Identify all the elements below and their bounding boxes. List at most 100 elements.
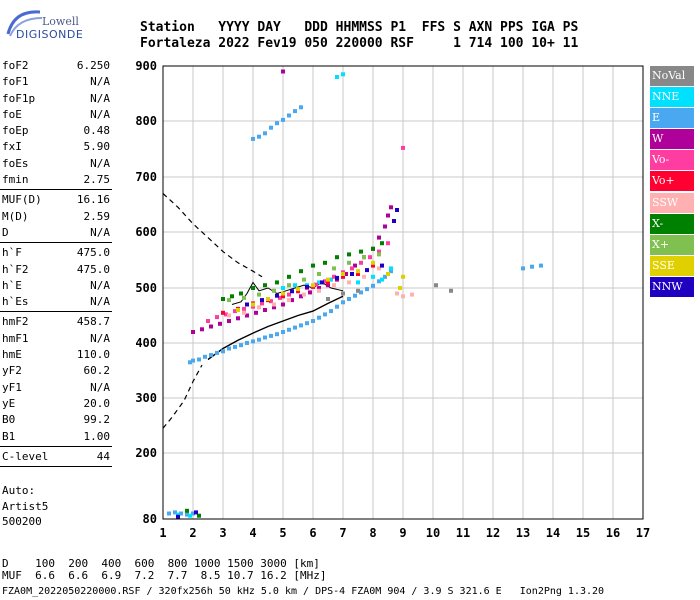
param-value: 20.0: [83, 396, 111, 410]
param-label: foF1p: [2, 91, 36, 105]
echo-point: [206, 319, 210, 323]
echo-point: [278, 295, 282, 300]
echo-point: [260, 301, 264, 306]
echo-point: [323, 279, 327, 284]
param-value: 1.00: [83, 429, 111, 443]
echo-point: [281, 302, 285, 307]
param-value: N/A: [90, 107, 110, 121]
echo-point: [185, 512, 189, 517]
echo-point: [326, 297, 330, 301]
y-tick-label: 800: [135, 114, 157, 128]
param-value: 44: [96, 449, 110, 463]
param-row-hf: h`F 475.0: [0, 245, 112, 261]
auto-program: Artist5: [2, 499, 49, 513]
param-row-md: M(D) 2.59: [0, 209, 112, 225]
echo-point: [245, 302, 249, 307]
echo-point: [365, 287, 369, 292]
echo-point: [335, 304, 339, 309]
echo-point: [380, 277, 384, 282]
param-label: foE: [2, 107, 22, 121]
echo-point: [389, 266, 393, 271]
muf-row: MUF 6.6 6.6 6.9 7.2 7.7 8.5 10.7 16.2 [M…: [2, 569, 327, 582]
echo-point: [347, 260, 351, 265]
param-label: B0: [2, 413, 16, 427]
dashed-upper-curve: [162, 193, 263, 278]
logo-text-digisonde: DIGISONDE: [16, 28, 84, 41]
echo-point: [269, 299, 273, 304]
param-row-foe: foE N/A: [0, 107, 112, 123]
y-tick-label: 200: [135, 446, 157, 460]
echo-point: [191, 511, 195, 516]
x-tick-label: 7: [339, 526, 346, 540]
echo-point: [350, 266, 354, 271]
echo-point: [326, 283, 330, 288]
echo-point: [350, 272, 354, 276]
param-label: yF1: [2, 380, 22, 394]
logo-swoosh-icon: [6, 10, 43, 37]
echo-point: [383, 274, 387, 279]
legend-item-nnw: NNW: [650, 276, 694, 297]
echo-point: [236, 316, 240, 321]
echo-point: [230, 294, 234, 299]
y-tick-label: 80: [143, 512, 157, 526]
echo-point: [434, 283, 438, 288]
echo-point: [305, 321, 309, 326]
param-row-fof1: foF1 N/A: [0, 74, 112, 90]
echo-point: [371, 283, 375, 288]
echo-point: [263, 131, 267, 136]
echo-point: [449, 288, 453, 293]
echo-point: [287, 298, 291, 303]
echo-point: [251, 286, 255, 290]
echo-point: [242, 306, 246, 311]
echo-point: [317, 315, 321, 320]
echo-point: [317, 280, 321, 285]
echo-point: [287, 274, 291, 279]
echo-points: [167, 69, 543, 519]
echo-point: [341, 291, 345, 296]
echo-point: [293, 325, 297, 330]
echo-point: [197, 513, 201, 518]
echo-point: [203, 354, 207, 359]
echo-point: [380, 263, 384, 268]
echo-point: [224, 312, 228, 317]
echo-point: [281, 117, 285, 122]
param-row-fxi: fxI 5.90: [0, 139, 112, 155]
distance-row: D 100 200 400 600 800 1000 1500 3000 [km…: [2, 557, 320, 570]
param-row-he: h`E N/A: [0, 278, 112, 294]
lowell-digisonde-logo: Lowell DIGISONDE: [4, 4, 104, 44]
x-tick-label: 17: [636, 526, 650, 540]
param-value: 110.0: [76, 348, 110, 362]
echo-point: [377, 279, 381, 284]
logo-text-lowell: Lowell: [42, 15, 79, 28]
legend-item-sse: SSE: [650, 255, 694, 276]
echo-point: [296, 287, 300, 292]
x-tick-label: 9: [399, 526, 406, 540]
param-row-fof2: foF2 6.250: [0, 58, 112, 74]
polarization-legend: NoVal NNE E W Vo- Vo+ SSW X- X+ SSE NNW: [650, 66, 694, 298]
echo-point: [281, 330, 285, 334]
param-value: N/A: [90, 295, 110, 309]
echo-point: [245, 313, 249, 318]
echo-point: [386, 241, 390, 246]
param-row-b1: B1 1.00: [0, 429, 112, 445]
param-value: 0.48: [83, 124, 111, 138]
param-label: M(D): [2, 209, 29, 223]
echo-point: [272, 302, 276, 307]
param-label: foEs: [2, 156, 29, 170]
header-line-1: Station YYYY DAY DDD HHMMSS P1 FFS S AXN…: [140, 20, 579, 35]
echo-point: [386, 213, 390, 218]
param-separator: [0, 242, 112, 244]
param-value: N/A: [90, 331, 110, 345]
echo-point: [401, 145, 405, 150]
echo-point: [371, 260, 375, 265]
param-value: N/A: [90, 75, 110, 89]
echo-point: [341, 72, 345, 77]
echo-point: [281, 291, 285, 296]
param-label: foF1: [2, 75, 29, 89]
echo-point: [299, 269, 303, 274]
legend-item-x: X+: [650, 234, 694, 255]
echo-point: [356, 272, 360, 276]
echo-point: [317, 286, 321, 290]
x-tick-label: 2: [189, 526, 196, 540]
legend-item-e: E: [650, 108, 694, 129]
